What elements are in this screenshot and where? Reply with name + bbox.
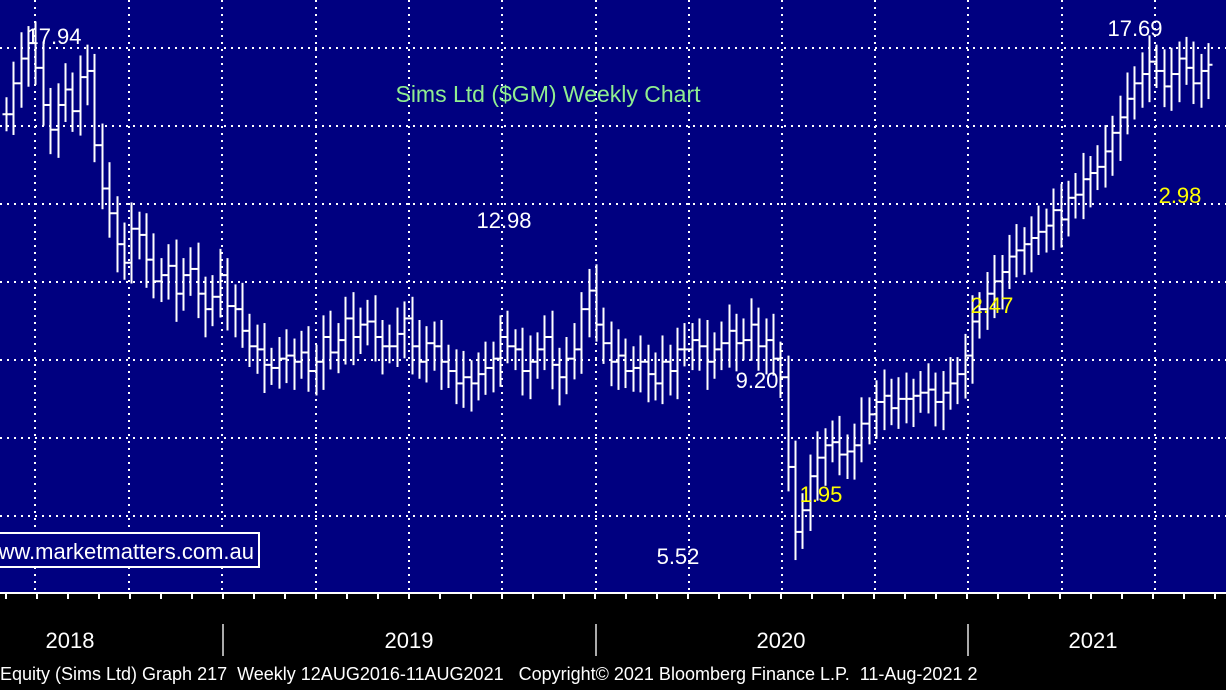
x-axis: 2018 2019 2020 2021 xyxy=(0,592,1226,658)
price-bar xyxy=(1204,43,1213,100)
price-bar xyxy=(9,61,18,135)
watermark-text: www.marketmatters.com.au xyxy=(0,539,254,564)
price-bar xyxy=(717,321,726,371)
price-bar xyxy=(186,247,195,296)
price-bar xyxy=(164,244,173,300)
price-chart: Sims Ltd ($GM) Weekly Chart 17.94 12.98 … xyxy=(0,0,1226,592)
annotation-move-2-47: 2.47 xyxy=(971,293,1014,318)
annotation-high-17-94: 17.94 xyxy=(26,24,81,49)
price-bar xyxy=(341,296,350,365)
x-axis-label-2020: 2020 xyxy=(757,628,806,653)
price-bar xyxy=(680,323,689,367)
price-bar xyxy=(31,21,40,85)
price-bar xyxy=(326,310,335,370)
price-bar xyxy=(363,299,372,346)
price-bar xyxy=(503,310,512,364)
price-bar xyxy=(1189,41,1198,105)
price-bar xyxy=(1152,44,1161,88)
price-bar xyxy=(149,233,158,299)
price-bar xyxy=(835,415,844,476)
price-bar xyxy=(400,301,409,359)
price-bar xyxy=(127,202,136,284)
grid-lines xyxy=(0,0,1226,592)
price-bar xyxy=(1093,145,1102,191)
price-bar xyxy=(46,87,55,155)
price-bar xyxy=(444,344,453,389)
price-bar xyxy=(975,292,984,339)
price-bars xyxy=(2,21,1213,561)
chart-title: Sims Ltd ($GM) Weekly Chart xyxy=(395,81,701,107)
price-bar xyxy=(304,326,313,392)
price-bar xyxy=(636,335,645,393)
price-bar xyxy=(754,307,763,371)
price-bar xyxy=(739,318,748,361)
price-bar xyxy=(105,162,114,238)
price-bar xyxy=(385,324,394,364)
price-bar xyxy=(245,313,254,368)
annotation-move-1-95: 1.95 xyxy=(800,482,843,507)
annotation-high-12-98: 12.98 xyxy=(476,208,531,233)
price-bar xyxy=(1167,47,1176,111)
price-bar xyxy=(208,275,217,327)
price-bar xyxy=(658,335,667,405)
annotation-move-2-98: 2.98 xyxy=(1159,183,1202,208)
price-bar xyxy=(282,329,291,384)
price-bar xyxy=(577,292,586,374)
price-bar xyxy=(540,315,549,371)
watermark-box: www.marketmatters.com.au xyxy=(0,532,260,568)
price-bar xyxy=(1012,224,1021,278)
annotation-low-5-52: 5.52 xyxy=(657,544,700,569)
price-bar xyxy=(562,337,571,395)
price-bar xyxy=(1108,115,1117,176)
price-bar xyxy=(894,377,903,429)
price-bar xyxy=(798,493,807,549)
price-bar xyxy=(857,397,866,463)
price-bar xyxy=(776,341,785,398)
price-bar xyxy=(872,380,881,439)
price-annotations: 17.94 12.98 9.20 5.52 1.95 2.47 17.69 2.… xyxy=(26,16,1201,569)
price-bar xyxy=(695,318,704,371)
price-bar xyxy=(223,258,232,331)
price-bar xyxy=(916,371,925,413)
price-bar xyxy=(953,357,962,405)
price-bar xyxy=(621,338,630,389)
annotation-high-9-20: 9.20 xyxy=(736,368,779,393)
annotation-high-17-69: 17.69 xyxy=(1107,16,1162,41)
plot-background xyxy=(0,0,1226,592)
price-bar xyxy=(1034,205,1043,256)
x-axis-label-2021: 2021 xyxy=(1069,628,1118,653)
price-bar xyxy=(1049,188,1058,251)
price-bar xyxy=(90,53,99,163)
x-axis-ticks xyxy=(5,592,1216,599)
price-bar xyxy=(518,327,527,396)
price-bar xyxy=(1071,173,1080,219)
price-bar xyxy=(459,350,468,408)
price-bar xyxy=(1130,66,1139,120)
price-bar xyxy=(813,431,822,501)
price-bar xyxy=(931,372,940,427)
x-axis-label-2019: 2019 xyxy=(385,628,434,653)
price-bar xyxy=(990,255,999,319)
x-axis-label-2018: 2018 xyxy=(46,628,95,653)
price-bar xyxy=(267,347,276,385)
price-bar xyxy=(422,326,431,383)
price-bar xyxy=(68,72,77,132)
price-bar xyxy=(481,341,490,395)
price-bar xyxy=(599,307,608,364)
bloomberg-footer: Equity (Sims Ltd) Graph 217 Weekly 12AUG… xyxy=(0,658,1226,690)
